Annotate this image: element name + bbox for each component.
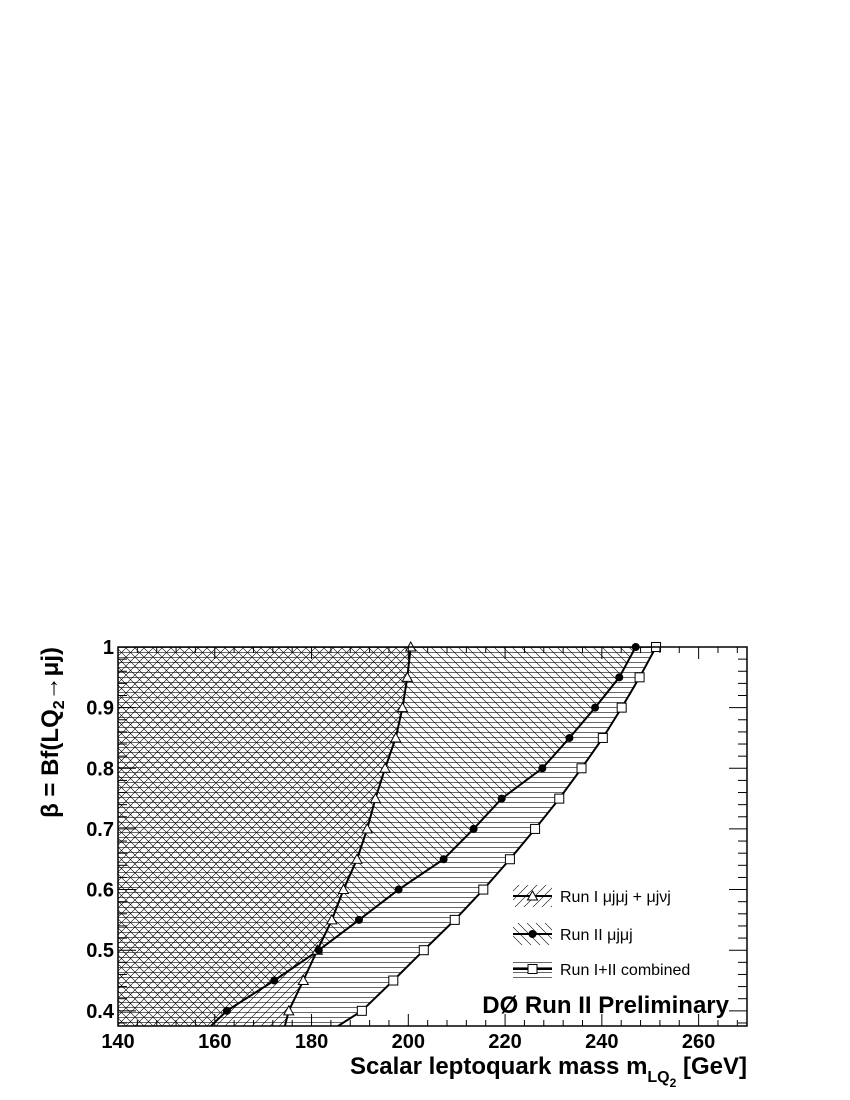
series-line-1 [210, 647, 637, 1026]
series-2-point-2 [388, 975, 399, 986]
series-0-point-6 [351, 853, 363, 864]
series-1-point-12 [615, 673, 624, 682]
series-2-point-11 [616, 702, 627, 713]
series-2-point-9 [576, 763, 587, 774]
series-0-point-2 [297, 974, 310, 986]
series-line-0 [283, 647, 412, 1026]
series-1-point-7 [469, 824, 478, 833]
series-1-point-10 [565, 733, 574, 742]
legend-marker-combined [527, 964, 538, 974]
series-1-point-1 [222, 1006, 231, 1015]
series-0-point-9 [379, 762, 391, 773]
series-0-point-5 [337, 883, 350, 895]
series-2-point-7 [530, 823, 541, 834]
y-tick-label: 1 [103, 637, 114, 659]
legend-label-run2: Run II μjμj [560, 927, 633, 944]
y-axis-title: β = Bf(LQ2→μj) [37, 647, 68, 818]
series-0-point-7 [361, 822, 374, 834]
x-tick-label: 160 [198, 1031, 231, 1053]
series-0-point-12 [401, 671, 414, 682]
legend-label-combined: Run I+II combined [560, 962, 690, 979]
series-2-point-12 [634, 672, 645, 683]
legend-marker-run2 [528, 930, 537, 938]
series-2-point-3 [418, 945, 429, 956]
series-2-point-5 [478, 884, 489, 895]
legend-label-run1: Run I μjμj + μjνj [560, 889, 671, 906]
series-2-point-4 [449, 914, 460, 925]
y-tick-label: 0.6 [86, 880, 114, 902]
series-1-point-6 [439, 855, 448, 864]
x-tick-label: 220 [488, 1031, 521, 1053]
series-2-point-10 [597, 732, 608, 743]
x-tick-label: 180 [295, 1031, 328, 1053]
x-axis-title: Scalar leptoquark mass mLQ2 [GeV] [350, 1053, 747, 1090]
series-0-point-10 [389, 731, 402, 743]
series-1-point-11 [591, 703, 600, 712]
x-tick-label: 260 [682, 1031, 715, 1053]
y-tick-label: 0.7 [86, 819, 114, 841]
y-tick-label: 0.9 [86, 698, 114, 720]
series-1-point-4 [354, 915, 363, 924]
series-0-point-8 [369, 792, 382, 804]
series-0-point-1 [282, 1004, 295, 1016]
series-1-point-9 [538, 764, 547, 773]
exclusion-region-0 [118, 647, 411, 1026]
series-1-point-3 [314, 946, 323, 955]
series-0-point-4 [326, 913, 338, 925]
y-tick-label: 0.8 [86, 758, 114, 780]
legend: Run I μjμj + μjνj Run II μjμj Run I+II c… [513, 885, 690, 980]
x-tick-label: 200 [392, 1031, 425, 1053]
legend-marker-run1 [526, 889, 539, 901]
series-1-point-8 [497, 794, 506, 803]
series-1-point-2 [270, 976, 279, 985]
x-tick-label: 240 [585, 1031, 618, 1053]
series-1-point-5 [394, 885, 403, 894]
x-tick-label: 140 [101, 1031, 134, 1053]
series-line-2 [337, 647, 657, 1026]
plot-frame [117, 646, 748, 1027]
series-2-point-1 [356, 1005, 367, 1016]
series-2-point-6 [504, 854, 515, 865]
experiment-label: DØ Run II Preliminary [482, 992, 729, 1019]
y-tick-label: 0.5 [86, 940, 114, 962]
series-0-point-11 [396, 701, 409, 713]
series-2-point-8 [554, 793, 565, 804]
y-tick-label: 0.4 [86, 1001, 115, 1023]
